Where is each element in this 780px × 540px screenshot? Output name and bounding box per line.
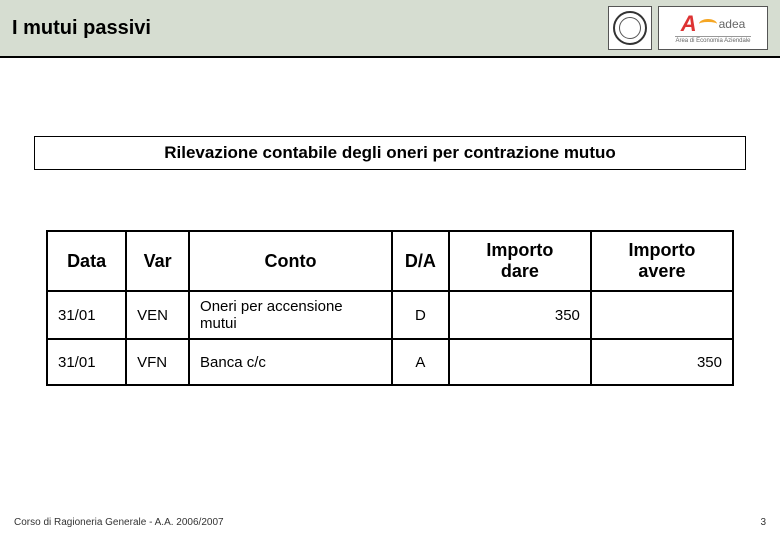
cell-var: VFN	[126, 339, 189, 385]
cell-data: 31/01	[47, 291, 126, 339]
cell-dare: 350	[449, 291, 591, 339]
cell-avere: 350	[591, 339, 733, 385]
adea-logo: A adea Area di Economia Aziendale	[658, 6, 768, 50]
adea-subtitle: Area di Economia Aziendale	[675, 36, 750, 44]
logo-group: A adea Area di Economia Aziendale	[608, 0, 768, 56]
th-avere-l1: Importo	[628, 240, 695, 260]
th-dare-l1: Importo	[486, 240, 553, 260]
footer-left: Corso di Ragioneria Generale - A.A. 2006…	[14, 517, 224, 528]
cell-avere	[591, 291, 733, 339]
th-avere: Importo avere	[591, 231, 733, 291]
th-var: Var	[126, 231, 189, 291]
slide-title: I mutui passivi	[12, 17, 151, 40]
cell-var: VEN	[126, 291, 189, 339]
header-band: I mutui passivi A adea Area di Economia …	[0, 0, 780, 58]
table-row: 31/01 VEN Oneri per accensione mutui D 3…	[47, 291, 733, 339]
footer: Corso di Ragioneria Generale - A.A. 2006…	[14, 517, 766, 528]
cell-conto: Oneri per accensione mutui	[189, 291, 392, 339]
th-da: D/A	[392, 231, 449, 291]
adea-logo-top: A adea	[681, 13, 746, 35]
accounting-table: Data Var Conto D/A Importo dare Importo …	[46, 230, 734, 386]
th-conto: Conto	[189, 231, 392, 291]
cell-data: 31/01	[47, 339, 126, 385]
th-avere-l2: avere	[638, 261, 685, 281]
adea-brand-text: adea	[719, 18, 746, 30]
page-number: 3	[760, 517, 766, 528]
adea-letter: A	[681, 13, 697, 35]
seal-icon	[613, 11, 647, 45]
subtitle-box: Rilevazione contabile degli oneri per co…	[34, 136, 746, 170]
th-dare: Importo dare	[449, 231, 591, 291]
university-seal-logo	[608, 6, 652, 50]
table-row: 31/01 VFN Banca c/c A 350	[47, 339, 733, 385]
swoosh-icon	[699, 19, 717, 29]
cell-da: D	[392, 291, 449, 339]
cell-dare	[449, 339, 591, 385]
cell-da: A	[392, 339, 449, 385]
th-dare-l2: dare	[501, 261, 539, 281]
cell-conto: Banca c/c	[189, 339, 392, 385]
content-area: Rilevazione contabile degli oneri per co…	[0, 58, 780, 386]
th-data: Data	[47, 231, 126, 291]
table-header-row: Data Var Conto D/A Importo dare Importo …	[47, 231, 733, 291]
